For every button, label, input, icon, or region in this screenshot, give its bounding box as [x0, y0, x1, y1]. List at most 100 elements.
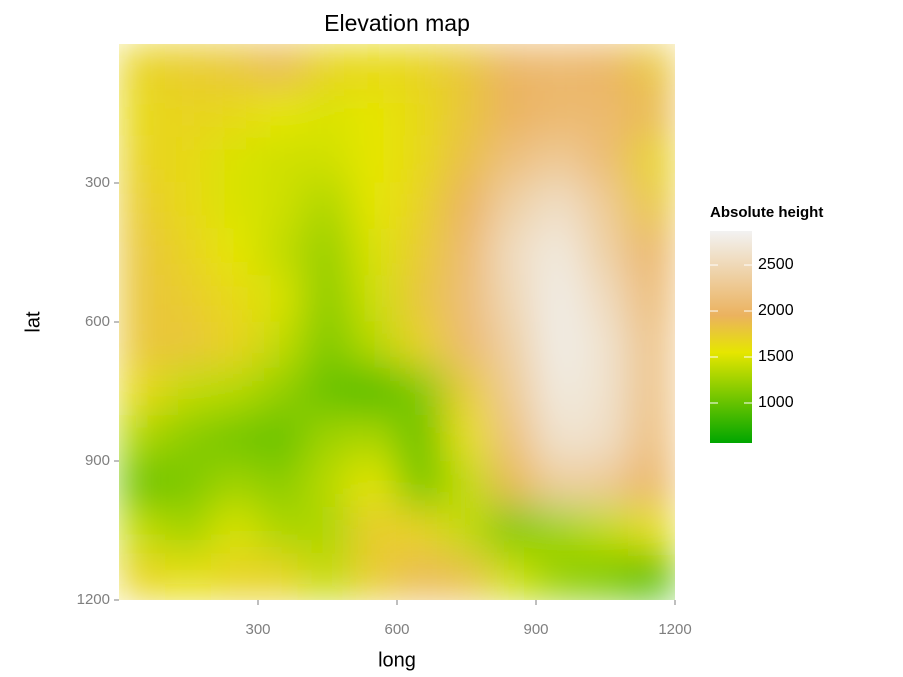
raster-cell	[535, 367, 583, 416]
raster-cell	[581, 275, 630, 323]
raster-cell	[581, 506, 630, 555]
raster-cell	[489, 136, 537, 184]
raster-cell	[489, 182, 537, 230]
raster-cell	[164, 367, 213, 416]
raster-cell	[350, 321, 398, 369]
raster-cell	[257, 89, 305, 138]
raster-cell	[442, 275, 491, 323]
raster-cell	[211, 321, 259, 369]
raster-cell	[628, 228, 675, 277]
raster-cell	[581, 228, 630, 277]
raster-cell	[581, 89, 630, 138]
raster-cell	[119, 182, 166, 230]
raster-cell	[535, 414, 583, 462]
raster-cell	[581, 414, 630, 462]
raster-cell	[211, 460, 259, 508]
raster-cell	[350, 460, 398, 508]
raster-cell	[535, 275, 583, 323]
raster-cell	[442, 228, 491, 277]
y-tick-label: 300	[85, 174, 110, 191]
panel	[119, 44, 675, 600]
raster-cell	[628, 136, 675, 184]
colorbar-label: 1000	[758, 394, 794, 411]
raster-cell	[489, 460, 537, 508]
raster-cell	[628, 414, 675, 462]
raster-cell	[628, 182, 675, 230]
raster-cell	[535, 321, 583, 369]
chart-title: Elevation map	[324, 10, 470, 36]
x-tick-label: 900	[523, 621, 548, 638]
raster-cell	[489, 367, 537, 416]
raster-cell	[396, 460, 444, 508]
raster	[119, 44, 675, 600]
x-axis-title: long	[378, 649, 416, 671]
raster-cell	[257, 182, 305, 230]
raster-cell	[119, 228, 166, 277]
y-tick-label: 600	[85, 313, 110, 330]
raster-cell	[396, 275, 444, 323]
raster-cell	[442, 136, 491, 184]
legend-title: Absolute height	[710, 204, 823, 221]
raster-cell	[581, 553, 630, 600]
raster-cell	[164, 506, 213, 555]
raster-cell	[164, 553, 213, 600]
x-tick-label: 300	[245, 621, 270, 638]
raster-cell	[211, 506, 259, 555]
raster-cell	[257, 136, 305, 184]
raster-cell	[442, 553, 491, 600]
x-tick-label: 600	[384, 621, 409, 638]
raster-cell	[489, 553, 537, 600]
raster-cell	[442, 414, 491, 462]
raster-cell	[257, 367, 305, 416]
raster-cell	[581, 321, 630, 369]
raster-cell	[350, 553, 398, 600]
raster-cell	[396, 182, 444, 230]
raster-cell	[489, 275, 537, 323]
raster-cell	[535, 182, 583, 230]
raster-cell	[396, 553, 444, 600]
raster-cell	[628, 506, 675, 555]
raster-cell	[257, 506, 305, 555]
raster-cell	[350, 414, 398, 462]
raster-cell	[211, 182, 259, 230]
raster-cell	[119, 44, 166, 91]
raster-cell	[628, 44, 675, 91]
raster-cell	[303, 414, 352, 462]
raster-cell	[442, 506, 491, 555]
raster-cell	[396, 89, 444, 138]
raster-cell	[350, 89, 398, 138]
raster-cell	[211, 89, 259, 138]
raster-cell	[164, 228, 213, 277]
raster-cell	[211, 367, 259, 416]
raster-cell	[350, 275, 398, 323]
raster-cell	[350, 136, 398, 184]
raster-cell	[119, 275, 166, 323]
y-axis-title: lat	[22, 311, 44, 333]
raster-cell	[257, 321, 305, 369]
raster-cell	[489, 89, 537, 138]
raster-cell	[257, 414, 305, 462]
raster-cell	[257, 275, 305, 323]
colorbar	[710, 231, 752, 443]
raster-cell	[581, 460, 630, 508]
raster-cell	[535, 506, 583, 555]
raster-cell	[535, 460, 583, 508]
raster-cell	[489, 228, 537, 277]
raster-cell	[489, 506, 537, 555]
raster-cell	[211, 275, 259, 323]
raster-cell	[396, 506, 444, 555]
raster-cell	[442, 182, 491, 230]
raster-cell	[350, 506, 398, 555]
raster-cell	[164, 321, 213, 369]
raster-cell	[303, 136, 352, 184]
y-tick-label: 900	[85, 452, 110, 469]
raster-cell	[396, 321, 444, 369]
raster-cell	[303, 44, 352, 91]
raster-cell	[581, 136, 630, 184]
raster-cell	[164, 182, 213, 230]
raster-cell	[628, 321, 675, 369]
raster-cell	[442, 321, 491, 369]
raster-cell	[535, 553, 583, 600]
raster-cell	[303, 553, 352, 600]
raster-cell	[350, 367, 398, 416]
